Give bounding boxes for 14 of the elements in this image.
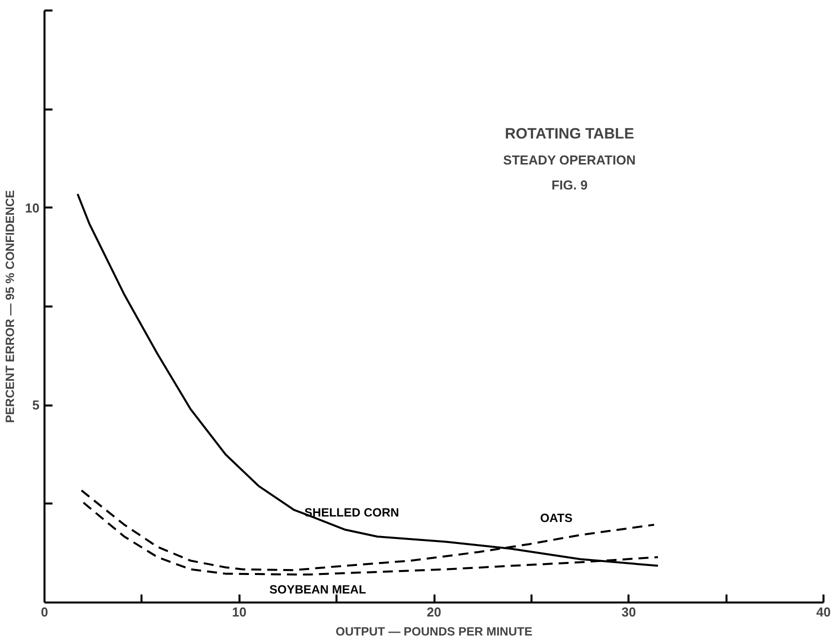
x-axis-title: OUTPUT — POUNDS PER MINUTE (336, 624, 532, 638)
x-tick-label: 0 (40, 604, 48, 620)
y-axis-title: PERCENT ERROR — 95 % CONFIDENCE (3, 190, 18, 423)
series-label: SHELLED CORN (304, 505, 400, 520)
x-tick-label: 30 (622, 604, 636, 620)
x-tick-label: 20 (426, 604, 442, 620)
annotation: FIG. 9 (551, 178, 588, 192)
text: ROTATING TABLE (504, 126, 634, 142)
x-tick-label: 40 (816, 604, 831, 620)
series-label: OATS (540, 511, 573, 526)
x-tick-label: 10 (232, 604, 246, 620)
text: STEADY OPERATION (503, 152, 636, 168)
series-label: SOYBEAN MEAL (269, 582, 366, 596)
y-tick-label: 5 (32, 398, 40, 413)
